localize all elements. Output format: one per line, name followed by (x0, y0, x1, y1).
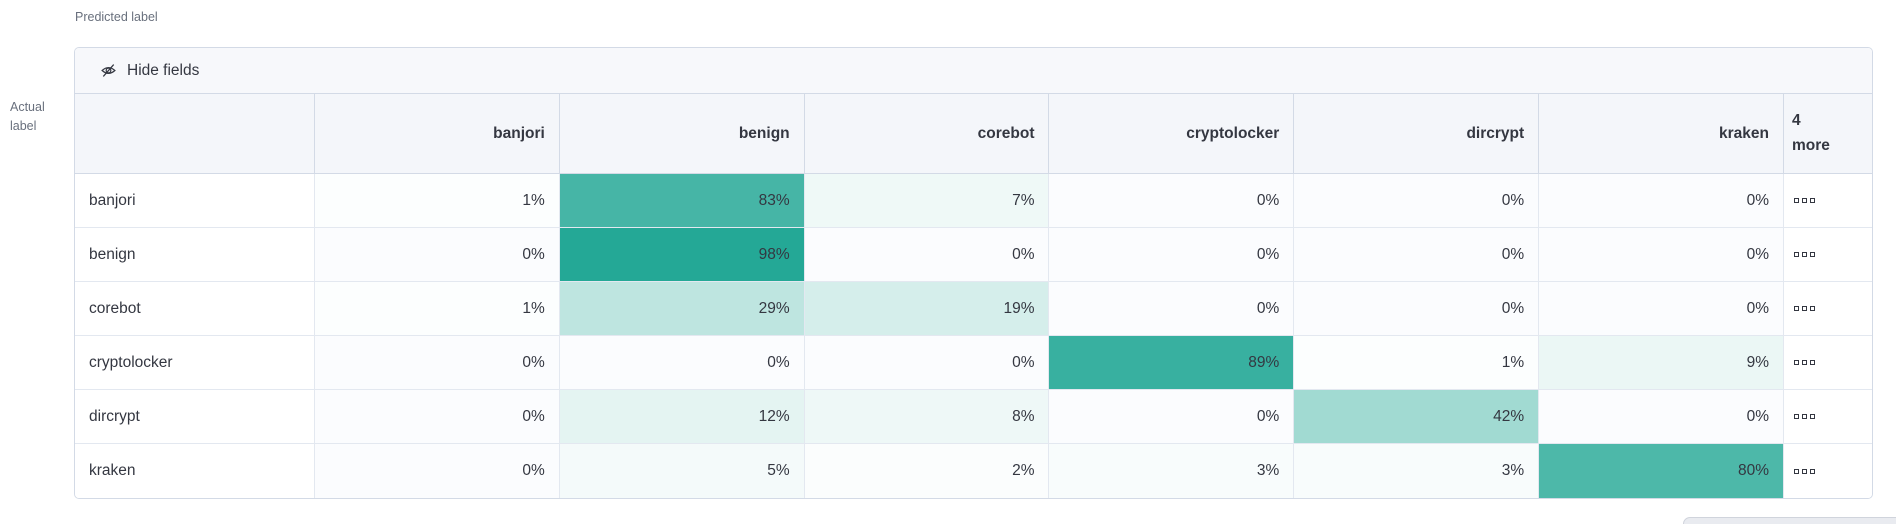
hidden-columns-cell-kraken[interactable] (1783, 444, 1872, 498)
eye-closed-icon (100, 62, 117, 79)
hidden-columns-cell-banjori[interactable] (1783, 174, 1872, 228)
cell-corebot-dircrypt: 0% (1294, 282, 1540, 336)
row-label-dircrypt: dircrypt (75, 390, 315, 444)
cell-cryptolocker-banjori: 0% (315, 336, 560, 390)
hidden-columns-cell-corebot[interactable] (1783, 282, 1872, 336)
data-grid-toolbar: Hide fields (75, 48, 1872, 94)
header-corner-cell (75, 94, 315, 174)
table-row-banjori: banjori 1% 83% 7% 0% 0% 0% (75, 174, 1872, 228)
boxes-horizontal-icon (1793, 360, 1815, 365)
cell-kraken-kraken: 80% (1539, 444, 1784, 498)
row-label-banjori: banjori (75, 174, 315, 228)
table-row-kraken: kraken 0% 5% 2% 3% 3% 80% (75, 444, 1872, 498)
cell-kraken-cryptolocker: 3% (1049, 444, 1295, 498)
cell-banjori-cryptolocker: 0% (1049, 174, 1295, 228)
header-row: banjori benign corebot cryptolocker dircrypt… (75, 94, 1872, 174)
cell-cryptolocker-benign: 0% (559, 336, 805, 390)
boxes-horizontal-icon (1793, 306, 1815, 311)
column-header-cryptolocker[interactable]: cryptolocker (1049, 94, 1295, 174)
cell-cryptolocker-kraken: 9% (1539, 336, 1784, 390)
row-label-kraken: kraken (75, 444, 315, 498)
cell-cryptolocker-cryptolocker: 89% (1049, 336, 1295, 390)
cell-corebot-banjori: 1% (315, 282, 560, 336)
row-label-benign: benign (75, 228, 315, 282)
boxes-horizontal-icon (1793, 414, 1815, 419)
columns-hidden-header[interactable]: 4 more (1783, 94, 1872, 174)
boxes-horizontal-icon (1793, 468, 1815, 474)
horizontal-scrollbar-thumb[interactable] (1683, 517, 1896, 524)
hide-fields-label: Hide fields (127, 61, 200, 79)
cell-dircrypt-dircrypt: 42% (1294, 390, 1540, 444)
cell-corebot-cryptolocker: 0% (1049, 282, 1295, 336)
column-header-banjori[interactable]: banjori (315, 94, 560, 174)
table-row-corebot: corebot 1% 29% 19% 0% 0% 0% (75, 282, 1872, 336)
row-label-corebot: corebot (75, 282, 315, 336)
column-header-corebot[interactable]: corebot (804, 94, 1050, 174)
hidden-columns-cell-dircrypt[interactable] (1783, 390, 1872, 444)
cell-kraken-banjori: 0% (315, 444, 560, 498)
cell-benign-kraken: 0% (1539, 228, 1784, 282)
cell-benign-cryptolocker: 0% (1049, 228, 1295, 282)
confusion-matrix-panel: Hide fields banjori benign corebot cryptolo… (74, 47, 1873, 499)
column-header-dircrypt[interactable]: dircrypt (1294, 94, 1540, 174)
cell-benign-benign: 98% (559, 228, 805, 282)
cell-benign-dircrypt: 0% (1294, 228, 1540, 282)
hidden-columns-cell-benign[interactable] (1783, 228, 1872, 282)
confusion-matrix-grid: banjori benign corebot cryptolocker dircrypt… (75, 94, 1872, 498)
actual-axis-label: Actual label (10, 100, 45, 133)
table-row-cryptolocker: cryptolocker 0% 0% 0% 89% 1% 9% (75, 336, 1872, 390)
cell-corebot-corebot: 19% (804, 282, 1050, 336)
cell-dircrypt-kraken: 0% (1539, 390, 1784, 444)
hidden-columns-count: 4 more (1791, 112, 1830, 154)
hidden-columns-cell-cryptolocker[interactable] (1783, 336, 1872, 390)
cell-corebot-kraken: 0% (1539, 282, 1784, 336)
cell-kraken-corebot: 2% (805, 444, 1050, 498)
cell-banjori-banjori: 1% (315, 174, 560, 228)
cell-banjori-benign: 83% (559, 174, 805, 228)
cell-dircrypt-corebot: 8% (804, 390, 1050, 444)
cell-benign-banjori: 0% (315, 228, 560, 282)
boxes-horizontal-icon (1793, 198, 1815, 203)
cell-corebot-benign: 29% (559, 282, 805, 336)
cell-banjori-dircrypt: 0% (1294, 174, 1540, 228)
cell-dircrypt-benign: 12% (559, 390, 805, 444)
cell-banjori-kraken: 0% (1539, 174, 1784, 228)
cell-cryptolocker-corebot: 0% (804, 336, 1050, 390)
column-header-benign[interactable]: benign (559, 94, 805, 174)
cell-kraken-benign: 5% (559, 444, 805, 498)
cell-dircrypt-banjori: 0% (315, 390, 560, 444)
column-header-kraken[interactable]: kraken (1539, 94, 1784, 174)
cell-kraken-dircrypt: 3% (1294, 444, 1540, 498)
hide-fields-button[interactable]: Hide fields (94, 58, 205, 84)
table-row-benign: benign 0% 98% 0% 0% 0% 0% (75, 228, 1872, 282)
predicted-axis-label: Predicted label (75, 10, 158, 24)
table-row-dircrypt: dircrypt 0% 12% 8% 0% 42% 0% (75, 390, 1872, 444)
cell-dircrypt-cryptolocker: 0% (1049, 390, 1295, 444)
cell-benign-corebot: 0% (804, 228, 1050, 282)
boxes-horizontal-icon (1793, 252, 1815, 257)
row-label-cryptolocker: cryptolocker (75, 336, 315, 390)
cell-banjori-corebot: 7% (804, 174, 1050, 228)
cell-cryptolocker-dircrypt: 1% (1294, 336, 1540, 390)
